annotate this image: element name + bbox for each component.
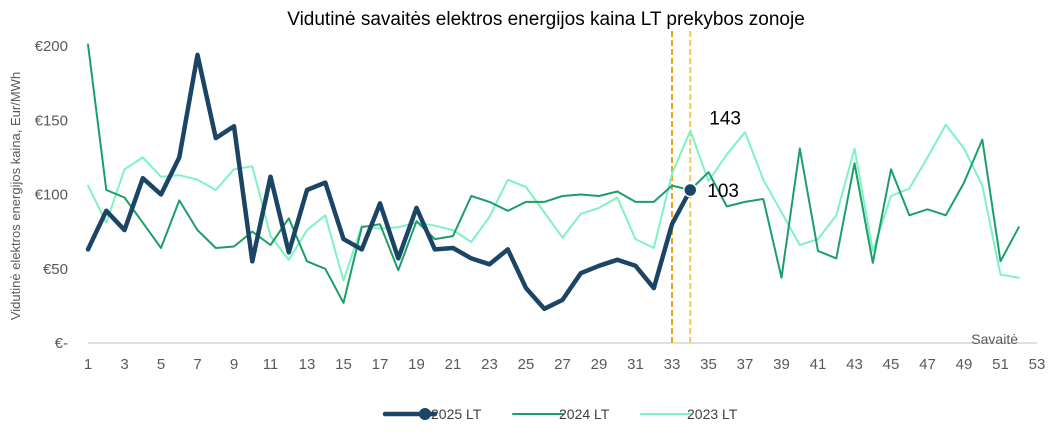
series-end-marker xyxy=(683,182,698,198)
x-tick-label: 35 xyxy=(700,356,717,373)
x-tick-label: 29 xyxy=(591,356,608,373)
legend-label: 2023 LT xyxy=(687,406,738,422)
y-tick-label: €50 xyxy=(43,261,68,278)
x-tick-label: 37 xyxy=(737,356,754,373)
legend-marker xyxy=(419,408,431,420)
y-tick-label: €- xyxy=(55,335,68,352)
x-axis-label: Savaitė xyxy=(971,331,1018,347)
x-tick-label: 11 xyxy=(263,356,279,373)
x-tick-label: 3 xyxy=(120,356,128,373)
x-tick-label: 47 xyxy=(919,356,936,373)
legend: 2025 LT 2024 LT 2023 LT xyxy=(382,406,738,422)
x-tick-label: 51 xyxy=(992,356,1009,373)
data-annotation: 103 xyxy=(707,181,739,202)
y-tick-label: €200 xyxy=(35,38,68,55)
series-lines xyxy=(85,43,1020,312)
legend-label: 2025 LT xyxy=(431,406,482,422)
y-tick-label: €150 xyxy=(35,112,68,129)
y-tick-label: €100 xyxy=(35,187,68,204)
x-tick-label: 19 xyxy=(408,356,425,373)
chart-title: Vidutinė savaitės elektros energijos kai… xyxy=(287,9,805,30)
x-tick-label: 7 xyxy=(193,356,201,373)
x-tick-label: 17 xyxy=(372,356,389,373)
x-tick-label: 39 xyxy=(773,356,790,373)
x-tick-label: 23 xyxy=(481,356,498,373)
x-tick-label: 5 xyxy=(157,356,165,373)
x-tick-label: 27 xyxy=(554,356,571,373)
legend-label: 2024 LT xyxy=(559,406,610,422)
x-tick-label: 43 xyxy=(846,356,863,373)
data-annotation: 143 xyxy=(709,109,741,130)
x-tick-label: 25 xyxy=(518,356,535,373)
x-tick-label: 13 xyxy=(299,356,316,373)
series-line xyxy=(87,43,1020,304)
x-tick-label: 21 xyxy=(445,356,462,373)
x-tick-label: 45 xyxy=(883,356,900,373)
y-axis-label: Vidutinė elektros energijos kaina, Eur/M… xyxy=(8,72,23,320)
x-tick-label: 33 xyxy=(664,356,681,373)
x-tick-label: 15 xyxy=(335,356,352,373)
x-tick-label: 41 xyxy=(810,356,827,373)
series-line xyxy=(85,52,693,312)
x-tick-label: 31 xyxy=(627,356,644,373)
series-line xyxy=(87,123,1020,282)
x-tick-label: 9 xyxy=(230,356,238,373)
x-tick-label: 1 xyxy=(84,356,92,373)
x-tick-label: 53 xyxy=(1029,356,1046,373)
x-tick-label: 49 xyxy=(956,356,973,373)
